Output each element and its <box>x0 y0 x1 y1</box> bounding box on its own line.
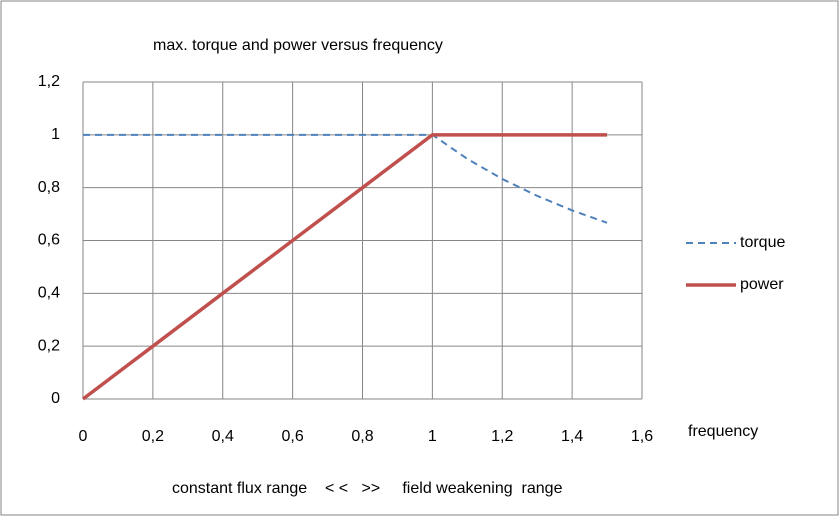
y-tick-label: 0,2 <box>38 337 60 354</box>
y-tick-label: 0,6 <box>38 232 60 249</box>
x-tick-label: 0,4 <box>212 428 234 445</box>
x-tick-label: 0,2 <box>142 428 164 445</box>
y-tick-label: 1,2 <box>38 73 60 90</box>
legend-label: torque <box>740 234 785 251</box>
x-tick-label: 0,8 <box>351 428 373 445</box>
x-axis-label: frequency <box>688 423 758 440</box>
y-tick-label: 0 <box>51 390 60 407</box>
x-tick-label: 1,4 <box>561 428 583 445</box>
series-line <box>81 133 608 401</box>
legend-label: power <box>740 276 784 293</box>
x-tick-label: 0 <box>79 428 88 445</box>
x-tick-label: 1 <box>428 428 437 445</box>
chart-title: max. torque and power versus frequency <box>153 37 443 54</box>
x-tick-label: 1,6 <box>631 428 653 445</box>
y-tick-label: 0,8 <box>38 179 60 196</box>
x-tick-label: 0,6 <box>282 428 304 445</box>
x-tick-label: 1,2 <box>491 428 513 445</box>
annotation: constant flux range < < >> field weakeni… <box>172 480 563 497</box>
y-tick-label: 1 <box>51 126 60 143</box>
y-tick-label: 0,4 <box>38 285 60 302</box>
